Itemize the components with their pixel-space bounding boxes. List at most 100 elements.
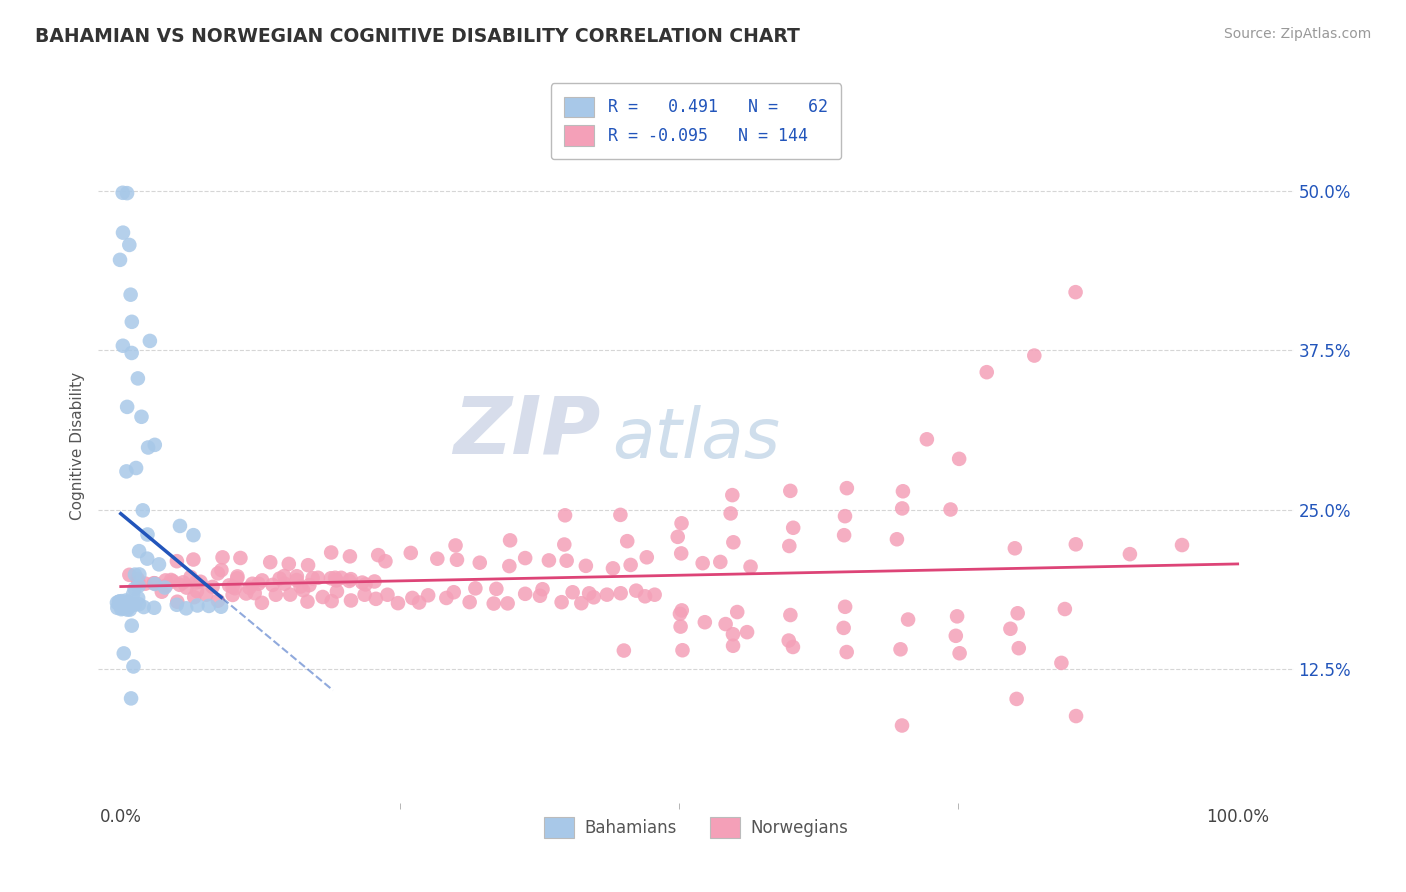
Point	[1064, 537, 1087, 551]
Point	[666, 530, 689, 544]
Point	[127, 574, 149, 589]
Text: Source: ZipAtlas.com: Source: ZipAtlas.com	[1223, 27, 1371, 41]
Point	[143, 577, 166, 591]
Point	[669, 546, 692, 560]
Point	[834, 599, 856, 614]
Point	[671, 603, 693, 617]
Point	[498, 559, 520, 574]
Point	[1050, 656, 1073, 670]
Point	[609, 508, 631, 522]
Point	[207, 593, 229, 607]
Point	[153, 581, 176, 595]
Point	[115, 593, 138, 607]
Point	[150, 584, 173, 599]
Point	[835, 481, 858, 495]
Point	[553, 537, 575, 551]
Point	[124, 567, 146, 582]
Point	[224, 581, 246, 595]
Point	[377, 588, 399, 602]
Point	[891, 718, 914, 732]
Point	[285, 573, 308, 587]
Point	[264, 588, 287, 602]
Point	[108, 594, 131, 608]
Point	[111, 226, 134, 240]
Point	[111, 601, 134, 615]
Point	[531, 582, 554, 597]
Point	[575, 558, 598, 573]
Point	[669, 619, 692, 633]
Point	[529, 589, 551, 603]
Point	[671, 643, 693, 657]
Point	[118, 599, 141, 614]
Point	[537, 553, 560, 567]
Point	[273, 576, 295, 591]
Point	[121, 618, 143, 632]
Point	[596, 588, 619, 602]
Point	[160, 573, 183, 587]
Point	[211, 550, 233, 565]
Point	[235, 586, 257, 600]
Point	[485, 582, 508, 596]
Point	[340, 572, 363, 586]
Point	[468, 556, 491, 570]
Point	[298, 578, 321, 592]
Point	[118, 599, 141, 613]
Point	[172, 575, 194, 590]
Point	[609, 586, 631, 600]
Point	[458, 595, 481, 609]
Point	[354, 577, 377, 591]
Legend: Bahamians, Norwegians: Bahamians, Norwegians	[537, 811, 855, 845]
Point	[1007, 607, 1029, 621]
Point	[1119, 547, 1142, 561]
Point	[561, 585, 583, 599]
Point	[626, 583, 648, 598]
Point	[464, 582, 486, 596]
Point	[105, 600, 128, 615]
Point	[720, 507, 742, 521]
Point	[578, 586, 600, 600]
Point	[121, 315, 143, 329]
Point	[250, 574, 273, 588]
Point	[277, 557, 299, 571]
Point	[364, 591, 387, 606]
Point	[779, 483, 801, 498]
Point	[127, 572, 149, 586]
Point	[117, 595, 139, 609]
Point	[108, 252, 131, 267]
Point	[740, 559, 762, 574]
Point	[190, 574, 212, 589]
Point	[1053, 602, 1076, 616]
Point	[111, 339, 134, 353]
Point	[111, 186, 134, 200]
Point	[112, 599, 135, 613]
Point	[312, 590, 335, 604]
Point	[834, 509, 856, 524]
Point	[139, 334, 162, 348]
Point	[832, 621, 855, 635]
Point	[367, 548, 389, 562]
Point	[155, 579, 177, 593]
Point	[115, 464, 138, 478]
Point	[374, 554, 396, 568]
Point	[949, 646, 972, 660]
Point	[721, 627, 744, 641]
Point	[238, 581, 260, 595]
Point	[325, 574, 347, 588]
Point	[250, 596, 273, 610]
Point	[709, 555, 731, 569]
Point	[121, 346, 143, 360]
Point	[976, 365, 998, 379]
Point	[136, 527, 159, 541]
Point	[134, 576, 156, 591]
Point	[155, 574, 177, 588]
Point	[180, 570, 202, 584]
Point	[915, 432, 938, 446]
Point	[169, 578, 191, 592]
Point	[198, 599, 221, 613]
Point	[555, 554, 578, 568]
Point	[721, 639, 744, 653]
Point	[515, 587, 537, 601]
Point	[782, 640, 804, 654]
Point	[273, 569, 295, 583]
Point	[387, 596, 409, 610]
